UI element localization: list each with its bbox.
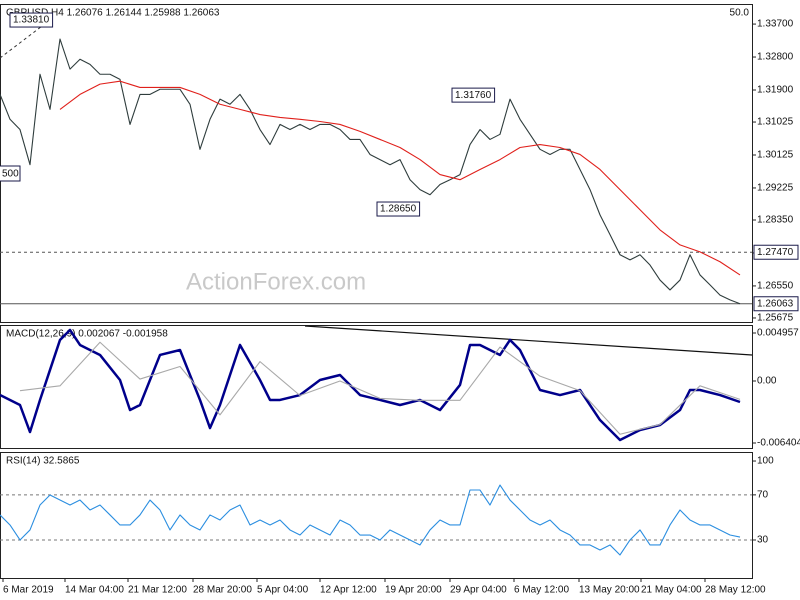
x-tick-label: 13 May 20:00 bbox=[579, 585, 640, 596]
y-tick-label: 30 bbox=[757, 535, 769, 546]
x-tick-label: 19 Apr 20:00 bbox=[385, 585, 442, 596]
cut-label: 500 bbox=[2, 169, 19, 180]
x-tick-label: 12 Apr 12:00 bbox=[320, 585, 377, 596]
x-tick-label: 6 May 12:00 bbox=[514, 585, 569, 596]
x-tick-label: 21 Mar 12:00 bbox=[128, 585, 187, 596]
rsi-panel bbox=[0, 452, 753, 579]
annotation-box bbox=[9, 12, 54, 28]
series-line bbox=[0, 484, 741, 556]
y-tick-label: 1.30125 bbox=[757, 150, 794, 161]
price-level-box bbox=[753, 244, 799, 260]
annotation-label: 1.28650 bbox=[380, 204, 417, 215]
y-tick-label: 1.25675 bbox=[757, 313, 794, 324]
x-tick-label: 29 Apr 04:00 bbox=[450, 585, 507, 596]
x-tick-label: 14 Mar 04:00 bbox=[65, 585, 124, 596]
y-tick-label: 1.33700 bbox=[757, 19, 794, 30]
watermark: ActionForex.com bbox=[186, 268, 366, 295]
annotation-box bbox=[451, 87, 496, 103]
panel-title: GBPUSD,H4 1.26076 1.26144 1.25988 1.2606… bbox=[6, 8, 220, 19]
y-tick-label: 70 bbox=[757, 490, 769, 501]
corner-label: 50.0 bbox=[730, 8, 750, 19]
annotation-label: 1.33810 bbox=[13, 15, 50, 26]
trend-line bbox=[0, 19, 51, 59]
price-panel bbox=[0, 4, 753, 323]
series-line bbox=[0, 328, 741, 442]
panel-title: MACD(12,26,9) 0.002067 -0.001958 bbox=[6, 329, 168, 340]
x-tick-label: 5 Apr 04:00 bbox=[257, 585, 309, 596]
annotation-box bbox=[376, 201, 421, 217]
series-line bbox=[19, 341, 741, 435]
x-tick-label: 6 Mar 2019 bbox=[3, 585, 54, 596]
price-level-box bbox=[753, 296, 799, 312]
y-tick-label: 0.004957 bbox=[757, 328, 799, 339]
annotation-label: 1.31760 bbox=[455, 90, 492, 101]
y-tick-label: 1.32800 bbox=[757, 52, 794, 63]
y-tick-label: -0.006404 bbox=[757, 438, 800, 449]
y-tick-label: 1.31900 bbox=[757, 85, 794, 96]
cut-label-box bbox=[0, 165, 21, 182]
price-level-label: 1.27470 bbox=[757, 247, 794, 258]
y-tick-label: 100 bbox=[757, 456, 774, 467]
y-tick-label: 1.29225 bbox=[757, 183, 794, 194]
y-tick-label: 1.28350 bbox=[757, 215, 794, 226]
macd-trend-line bbox=[304, 325, 753, 356]
x-tick-label: 28 May 12:00 bbox=[705, 585, 766, 596]
macd-panel bbox=[0, 325, 753, 449]
y-tick-label: 0.00 bbox=[757, 376, 777, 387]
series-line bbox=[59, 80, 741, 276]
price-level-label: 1.26063 bbox=[757, 298, 794, 309]
x-tick-label: 28 Mar 20:00 bbox=[193, 585, 252, 596]
x-tick-label: 21 May 04:00 bbox=[641, 585, 702, 596]
panel-title: RSI(14) 32.5865 bbox=[6, 456, 80, 467]
y-tick-label: 1.26550 bbox=[757, 281, 794, 292]
y-tick-label: 1.31025 bbox=[757, 117, 794, 128]
series-line bbox=[0, 38, 741, 305]
